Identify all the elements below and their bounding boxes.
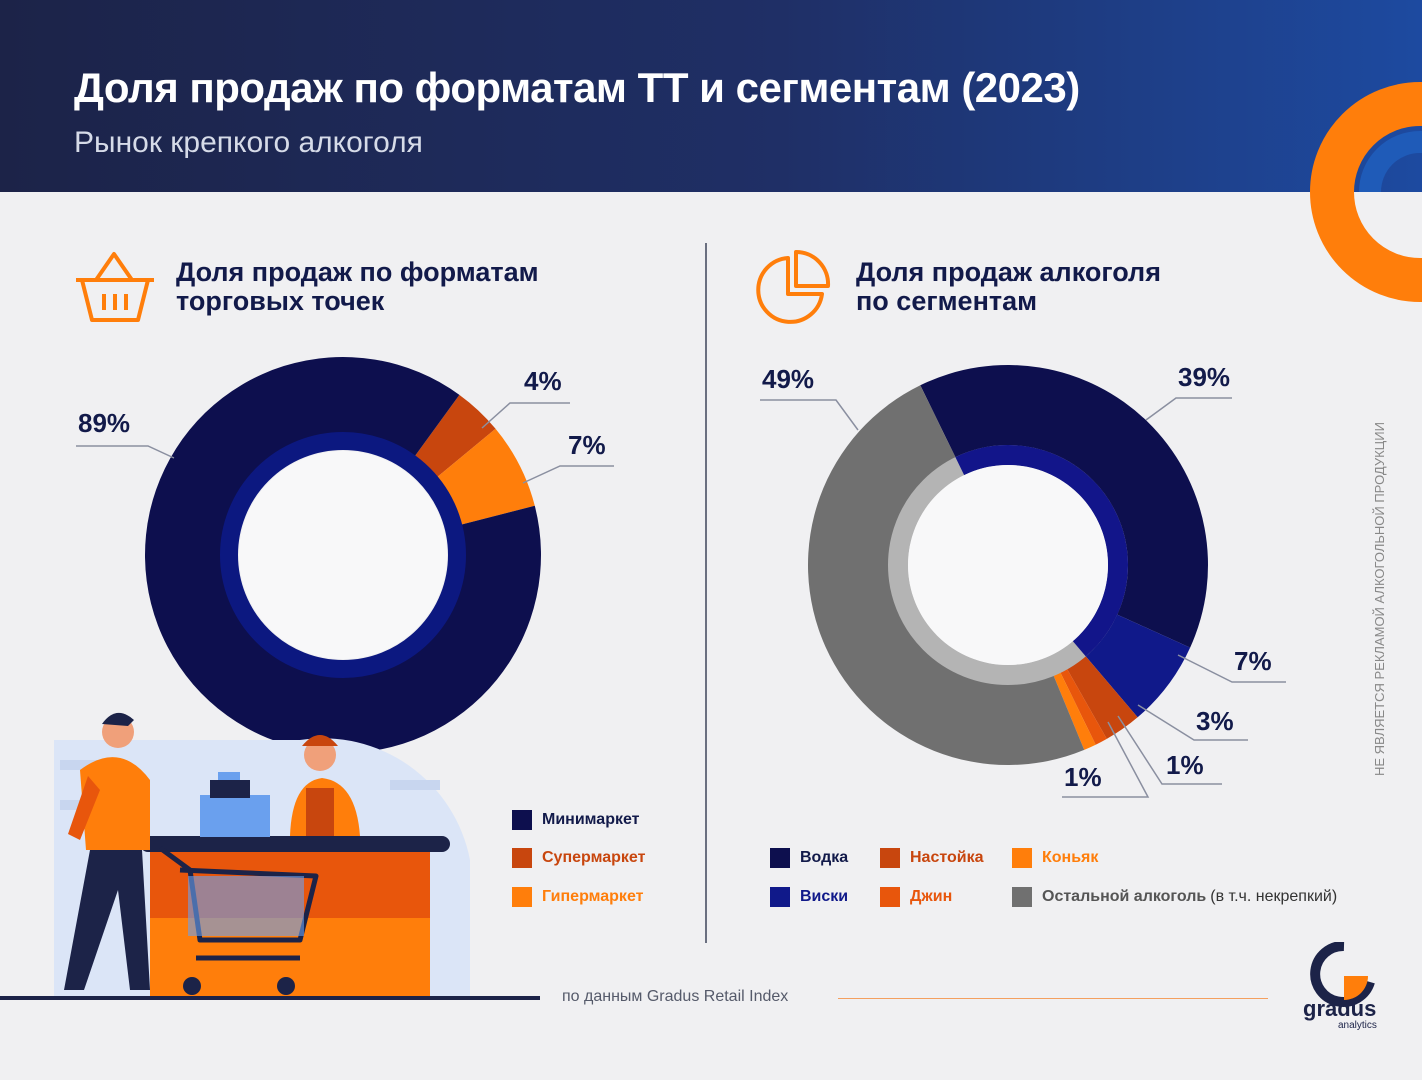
logo-wordmark: gradus bbox=[1303, 996, 1377, 1021]
leader-line bbox=[1137, 704, 1248, 741]
leader-line bbox=[481, 402, 570, 429]
leader-line bbox=[76, 445, 175, 459]
gradus-logo-icon bbox=[1310, 942, 1375, 1007]
leader-line bbox=[1145, 397, 1232, 421]
leader-line bbox=[1062, 721, 1150, 798]
source-divider bbox=[838, 998, 1268, 999]
legend-swatch bbox=[512, 848, 532, 868]
left-donut-chart bbox=[76, 357, 614, 753]
donut-slice-2 bbox=[427, 428, 535, 528]
leader-line bbox=[1117, 715, 1222, 785]
legend-item-other: Остальной алкоголь (в т.ч. некрепкий) bbox=[1012, 887, 1337, 907]
donut-slice-5 bbox=[808, 385, 1085, 765]
decorative-ring-lower bbox=[1310, 192, 1422, 302]
data-label: 49% bbox=[762, 364, 815, 394]
inner-ring-accent bbox=[955, 445, 1128, 657]
legend-label: Супермаркет bbox=[542, 849, 646, 866]
legend-item-gin: Джин bbox=[880, 887, 952, 907]
page-title: Доля продаж по форматам ТТ и сегментам (… bbox=[74, 64, 1080, 111]
donut-slice-4 bbox=[1049, 663, 1096, 750]
donut-slice-3 bbox=[1056, 660, 1107, 745]
legend-item-vodka: Водка bbox=[770, 848, 848, 868]
legend-swatch bbox=[770, 848, 790, 868]
section-divider bbox=[705, 243, 707, 943]
pie-chart-icon bbox=[756, 249, 831, 324]
donut-hole bbox=[239, 451, 447, 659]
legend-swatch bbox=[770, 887, 790, 907]
legend-note: (в т.ч. некрепкий) bbox=[1210, 888, 1338, 905]
leader-line bbox=[760, 399, 859, 431]
right-donut-chart bbox=[760, 364, 1286, 798]
header-banner: Доля продаж по форматам ТТ и сегментам (… bbox=[0, 0, 1422, 192]
legend-swatch bbox=[1012, 848, 1032, 868]
legend-label: Джин bbox=[910, 888, 953, 905]
legend-item-whisky: Виски bbox=[770, 887, 848, 907]
donut-slice-0 bbox=[145, 357, 542, 753]
data-label: 1% bbox=[1166, 750, 1204, 780]
checkout-illustration bbox=[0, 712, 540, 1000]
legend-swatch bbox=[1012, 887, 1032, 907]
disclaimer-vertical: НЕ ЯВЛЯЕТСЯ РЕКЛАМОЙ АЛКОГОЛЬНОЙ ПРОДУКЦ… bbox=[1372, 422, 1387, 776]
legend-swatch bbox=[880, 848, 900, 868]
legend-item-nastoyka: Настойка bbox=[880, 848, 984, 868]
donut-slice-0 bbox=[920, 364, 1209, 648]
legend-item-supermarket: Супермаркет bbox=[512, 848, 645, 868]
leader-line bbox=[522, 465, 614, 484]
legend-item-cognac: Коньяк bbox=[1012, 848, 1098, 868]
data-label: 3% bbox=[1196, 706, 1234, 736]
right-section-title: Доля продаж алкоголя по сегментам bbox=[856, 257, 1161, 316]
data-label: 89% bbox=[78, 408, 131, 438]
data-label: 7% bbox=[1234, 646, 1272, 676]
legend-swatch bbox=[880, 887, 900, 907]
donut-slice-1 bbox=[1079, 610, 1191, 718]
donut-hole bbox=[908, 465, 1108, 665]
legend-label: Остальной алкоголь bbox=[1042, 888, 1207, 905]
legend-label: Виски bbox=[800, 888, 849, 905]
data-label: 39% bbox=[1178, 362, 1231, 392]
decorative-ring bbox=[1310, 82, 1422, 192]
legend-label: Настойка bbox=[910, 849, 984, 866]
logo-subtitle: analytics bbox=[1338, 1020, 1377, 1031]
inner-ring bbox=[220, 432, 466, 678]
legend-label: Водка bbox=[800, 849, 849, 866]
page-subtitle: Рынок крепкого алкоголя bbox=[74, 126, 423, 159]
source-note: по данным Gradus Retail Index bbox=[562, 988, 789, 1005]
legend-swatch bbox=[512, 810, 532, 830]
legend-swatch bbox=[512, 887, 532, 907]
basket-icon bbox=[76, 252, 154, 322]
data-label: 1% bbox=[1064, 762, 1102, 792]
legend-label: Гипермаркет bbox=[542, 888, 644, 905]
donut-slice-1 bbox=[407, 394, 496, 485]
leader-line bbox=[1177, 654, 1286, 683]
legend-item-hypermarket: Гипермаркет bbox=[512, 887, 643, 907]
legend-label: Коньяк bbox=[1042, 849, 1099, 866]
legend-item-minimarket: Минимаркет bbox=[512, 810, 640, 830]
data-label: 4% bbox=[524, 366, 562, 396]
legend-label: Минимаркет bbox=[542, 811, 640, 828]
data-label: 7% bbox=[568, 430, 606, 460]
left-section-title: Доля продаж по форматам торговых точек bbox=[176, 257, 539, 316]
